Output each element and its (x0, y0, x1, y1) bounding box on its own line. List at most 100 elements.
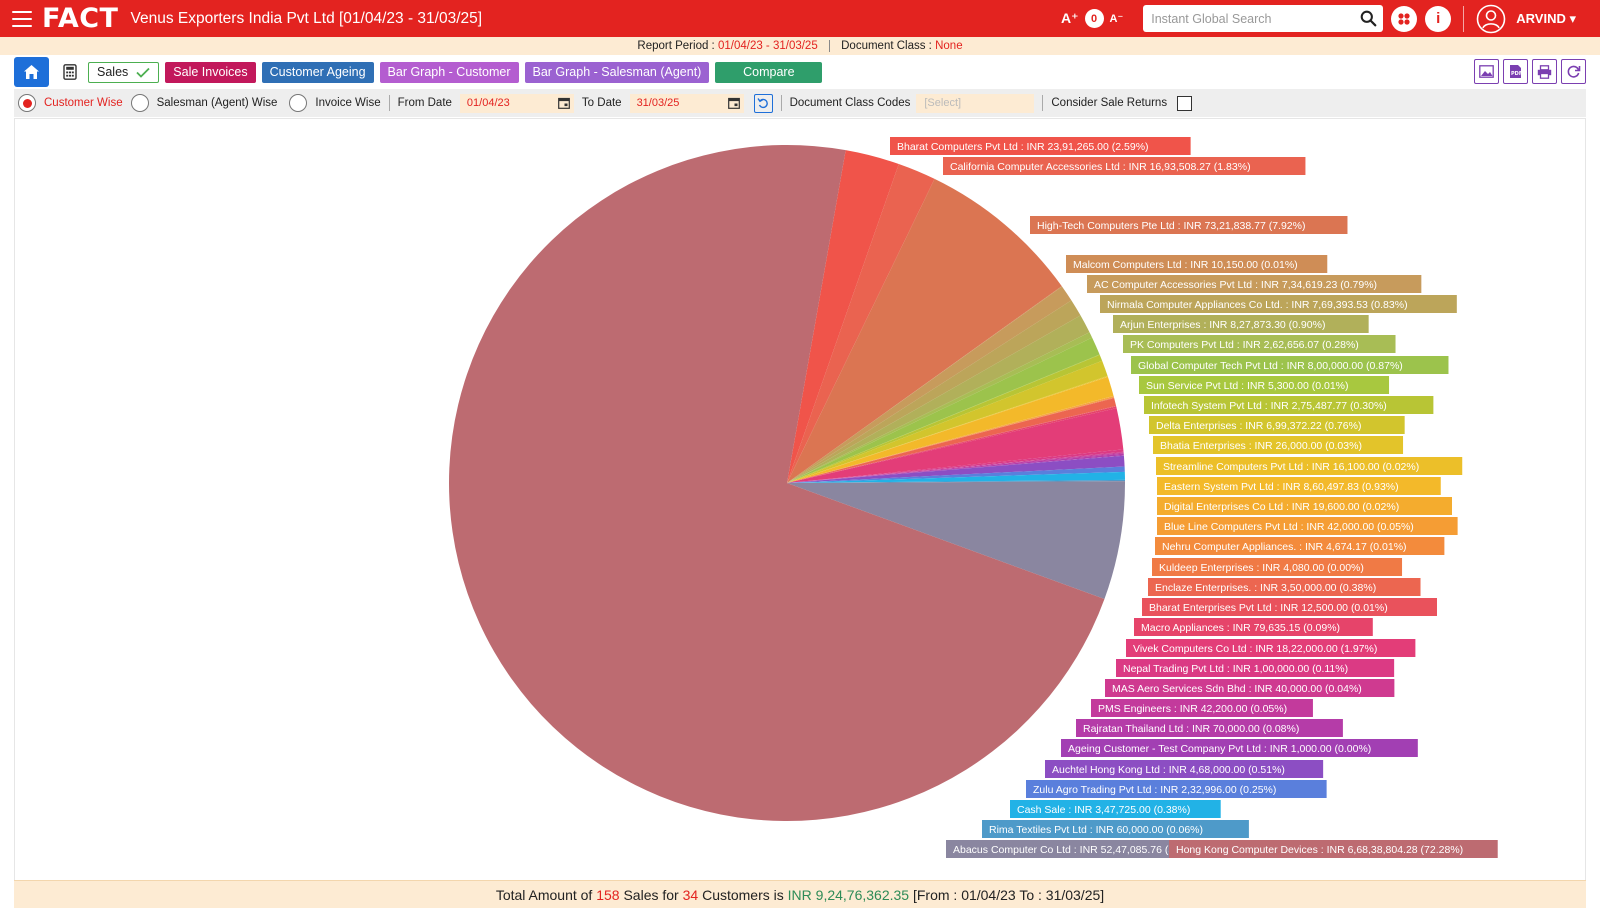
pie-slice[interactable] (787, 332, 1093, 483)
pie-label-text: Global Computer Tech Pvt Ltd : INR 8,00,… (1138, 360, 1403, 372)
pie-slice[interactable] (787, 408, 1124, 483)
pie-slice[interactable] (787, 449, 1124, 483)
pie-slice[interactable] (787, 178, 1062, 483)
customer-wise-label[interactable]: Customer Wise (44, 97, 123, 109)
global-search-input[interactable] (1151, 11, 1352, 26)
salesman-wise-radio[interactable] (130, 94, 149, 112)
from-date-field[interactable]: 01/04/23 (459, 93, 574, 113)
pie-chart: Bharat Computers Pvt Ltd : INR 23,91,265… (449, 137, 1498, 858)
report-toolbar: Sales Sale Invoices Customer Ageing Bar … (14, 57, 1586, 87)
pie-label-bg (1123, 335, 1396, 353)
pie-slice[interactable] (787, 164, 935, 484)
pie-slice[interactable] (787, 396, 1114, 483)
invoice-wise-radio[interactable] (289, 94, 308, 112)
pie-label-text: Nehru Computer Appliances. : INR 4,674.1… (1162, 541, 1407, 553)
pie-slice[interactable] (787, 452, 1124, 483)
pie-slice[interactable] (787, 397, 1115, 483)
pie-data-label: Nirmala Computer Appliances Co Ltd. : IN… (1100, 295, 1457, 313)
pie-label-bg (1157, 517, 1458, 535)
salesman-wise-label[interactable]: Salesman (Agent) Wise (156, 97, 278, 109)
pie-data-label: Rima Textiles Pvt Ltd : INR 60,000.00 (0… (982, 820, 1249, 838)
export-pdf-icon[interactable]: PDF (1503, 59, 1528, 84)
user-menu[interactable]: ARVIND ▾ (1516, 10, 1576, 26)
pie-slice[interactable] (787, 395, 1114, 483)
pie-data-label: Global Computer Tech Pvt Ltd : INR 8,00,… (1131, 356, 1449, 374)
export-image-icon[interactable] (1474, 59, 1499, 84)
font-increase-button[interactable]: A⁺ (1061, 10, 1079, 26)
bar-graph-salesman-button[interactable]: Bar Graph - Salesman (Agent) (524, 61, 710, 83)
pie-data-label: Blue Line Computers Pvt Ltd : INR 42,000… (1157, 517, 1458, 535)
pie-slice[interactable] (787, 466, 1125, 483)
pie-slice[interactable] (787, 405, 1117, 483)
font-decrease-button[interactable]: A⁻ (1109, 13, 1124, 25)
sales-button[interactable]: Sales (88, 61, 160, 83)
info-icon[interactable]: i (1425, 5, 1452, 32)
header-divider (1463, 5, 1465, 32)
to-date-field[interactable]: 31/03/25 (629, 93, 744, 113)
customer-ageing-button[interactable]: Customer Ageing (261, 61, 374, 83)
pie-slice[interactable] (787, 451, 1124, 483)
pie-slice[interactable] (787, 453, 1124, 483)
consider-sale-returns-checkbox[interactable] (1177, 95, 1193, 111)
sale-invoices-button[interactable]: Sale Invoices (165, 61, 256, 83)
export-actions: PDF (1470, 59, 1586, 84)
calendar-icon[interactable] (727, 97, 740, 109)
sales-label: Sales (97, 64, 129, 79)
search-icon[interactable] (1360, 10, 1377, 27)
document-class-codes-select[interactable]: [Select] (916, 93, 1035, 113)
pie-slice[interactable] (787, 354, 1100, 483)
pie-label-bg (1076, 719, 1343, 737)
pie-slice[interactable] (449, 145, 1105, 822)
reset-dates-button[interactable] (753, 93, 773, 113)
pie-slice[interactable] (787, 471, 1125, 483)
compare-button[interactable]: Compare (715, 61, 823, 83)
company-title: Venus Exporters India Pvt Ltd [01/04/23 … (130, 9, 483, 27)
pie-slice[interactable] (787, 150, 899, 483)
to-date-value: 31/03/25 (636, 96, 680, 109)
pie-data-label: MAS Aero Services Sdn Bhd : INR 40,000.0… (1105, 679, 1395, 697)
document-class-value: None (935, 40, 963, 52)
home-button[interactable] (14, 57, 49, 87)
app-logo[interactable]: FACT (42, 3, 119, 34)
calculator-icon[interactable] (63, 64, 77, 80)
pie-slice[interactable] (787, 354, 1103, 483)
pie-label-text: PMS Engineers : INR 42,200.00 (0.05%) (1098, 703, 1287, 715)
pie-slice[interactable] (787, 398, 1117, 483)
pie-data-label: Malcom Computers Ltd : INR 10,150.00 (0.… (1066, 255, 1328, 273)
pie-slice[interactable] (787, 397, 1115, 483)
pie-label-text: Bhatia Enterprises : INR 26,000.00 (0.03… (1160, 440, 1362, 452)
apps-icon[interactable] (1391, 5, 1418, 32)
print-icon[interactable] (1532, 59, 1557, 84)
pie-slice[interactable] (787, 360, 1108, 483)
refresh-icon[interactable] (1561, 59, 1586, 84)
pie-slice[interactable] (787, 481, 1125, 600)
home-icon (24, 65, 39, 79)
pie-slice[interactable] (787, 376, 1108, 483)
customer-wise-radio[interactable] (18, 94, 36, 112)
pie-label-bg (1157, 477, 1441, 495)
pie-data-label: Nehru Computer Appliances. : INR 4,674.1… (1155, 537, 1445, 555)
bar-graph-customer-button[interactable]: Bar Graph - Customer (379, 61, 519, 83)
pie-slice[interactable] (787, 455, 1125, 483)
user-avatar-icon[interactable] (1476, 4, 1506, 34)
pie-slice[interactable] (787, 315, 1090, 483)
pie-label-text: Vivek Computers Co Ltd : INR 18,22,000.0… (1133, 643, 1377, 655)
pie-label-bg (1105, 679, 1395, 697)
pie-slice[interactable] (787, 479, 1125, 483)
pie-slice[interactable] (787, 406, 1117, 483)
pie-slice[interactable] (787, 337, 1100, 483)
pie-slice[interactable] (787, 286, 1072, 483)
pie-slice[interactable] (787, 376, 1114, 483)
pie-data-label: AC Computer Accessories Pvt Ltd : INR 7,… (1087, 275, 1422, 293)
pie-label-text: Rima Textiles Pvt Ltd : INR 60,000.00 (0… (989, 824, 1203, 836)
invoice-wise-label[interactable]: Invoice Wise (315, 97, 381, 109)
pie-slice[interactable] (787, 300, 1081, 483)
pie-data-label: Eastern System Pvt Ltd : INR 8,60,497.83… (1157, 477, 1441, 495)
pie-label-bg (1152, 558, 1403, 576)
pie-label-text: Cash Sale : INR 3,47,725.00 (0.38%) (1017, 804, 1190, 816)
pie-slice[interactable] (787, 455, 1124, 483)
pie-slice[interactable] (787, 286, 1062, 483)
pie-slice[interactable] (787, 375, 1108, 483)
menu-icon[interactable] (12, 10, 32, 27)
calendar-icon[interactable] (558, 97, 570, 109)
